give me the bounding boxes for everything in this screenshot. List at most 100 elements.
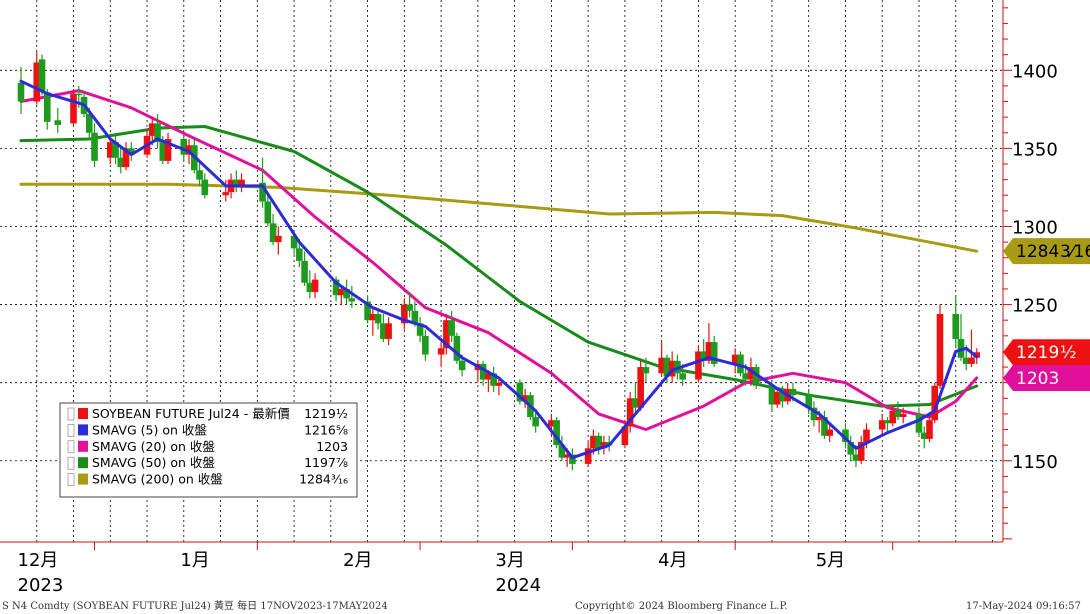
candle-body — [112, 142, 119, 158]
candle-2024-05-01 — [889, 404, 897, 427]
candle-body — [773, 392, 781, 405]
candle-body — [878, 420, 886, 430]
candle-2024-01-11 — [306, 270, 314, 299]
legend-swatch — [78, 473, 88, 485]
candle-2024-04-08 — [768, 382, 776, 411]
price-tag-value: 1203 — [1016, 369, 1059, 389]
candle-body — [406, 304, 413, 311]
legend-label: SMAVG (20) on 收盤 — [92, 439, 215, 454]
candle-body — [521, 395, 529, 402]
candle-2024-05-09 — [931, 382, 939, 424]
candle-body — [826, 429, 834, 436]
footer: S N4 Comdty (SOYBEAN FUTURE Jul24) 黃豆 每日… — [2, 599, 1081, 612]
ma20-line-group — [19, 89, 979, 431]
candle-body — [852, 454, 860, 461]
candle-body — [38, 59, 46, 93]
price-tag-fraction: ½ — [1060, 343, 1076, 363]
candle-2024-04-02 — [737, 351, 744, 377]
candle-body — [915, 413, 923, 433]
candle-body — [553, 420, 560, 446]
candle-body — [889, 410, 897, 424]
legend-swatch — [78, 440, 88, 452]
candle-body — [863, 429, 870, 443]
footer-left-text: S N4 Comdty (SOYBEAN FUTURE Jul24) 黃豆 每日… — [2, 599, 388, 612]
candle-body — [422, 335, 429, 355]
candle-body — [962, 357, 970, 364]
candle-2023-12-22 — [201, 173, 209, 199]
candle-body — [563, 454, 571, 458]
legend-value: 1197⅞ — [304, 455, 348, 470]
candle-body — [737, 354, 744, 374]
candle-body — [154, 123, 161, 143]
candle-2024-02-28 — [558, 435, 566, 461]
candle-body — [805, 395, 813, 408]
price-tag-background — [1003, 364, 1090, 391]
candle-body — [159, 142, 167, 161]
x-month-label-1: 1月 — [180, 550, 209, 571]
candle-body — [269, 223, 277, 243]
candle-2024-02-20 — [516, 379, 524, 405]
candle-2024-01-25 — [380, 313, 387, 343]
candle-2024-02-13 — [479, 360, 487, 386]
candle-body — [485, 373, 492, 380]
candle-2023-11-20 — [33, 51, 41, 105]
sma200-line — [19, 182, 979, 253]
candle-body — [369, 313, 377, 321]
candle-2024-04-10 — [779, 385, 786, 408]
legend-item-0: SOYBEAN FUTURE Jul24 - 最新價 1219½ — [67, 406, 348, 421]
candle-body — [364, 301, 371, 321]
candle-2024-03-18 — [658, 342, 665, 377]
legend-label: SMAVG (50) on 收盤 — [92, 455, 215, 470]
candle-2024-05-03 — [899, 407, 907, 424]
candle-2024-03-26 — [700, 338, 707, 368]
candle-2024-04-30 — [884, 417, 891, 433]
candle-2023-12-06 — [117, 148, 125, 174]
candle-2024-04-29 — [878, 413, 886, 436]
candle-2024-02-01 — [416, 317, 424, 343]
candle-body — [642, 367, 650, 374]
price-tag-background — [1003, 339, 1090, 366]
candle-body — [894, 410, 902, 418]
candle-body — [810, 407, 818, 421]
candle-body — [847, 442, 855, 455]
candle-2023-12-29 — [238, 173, 245, 193]
candle-body — [75, 93, 83, 96]
candle-body — [106, 142, 114, 158]
sma5-line — [19, 79, 979, 460]
candle-body — [401, 304, 408, 324]
y-axis-tick-labels: 115012001250130013501400 — [1012, 61, 1058, 472]
candle-body — [275, 235, 282, 243]
footer-copyright: Copyright© 2024 Bloomberg Finance L.P. — [575, 601, 788, 612]
candle-2024-03-12 — [626, 392, 634, 433]
candle-body — [595, 435, 602, 449]
candle-2024-03-15 — [642, 357, 650, 383]
legend-checkbox — [67, 407, 75, 421]
candle-2024-02-02 — [422, 329, 429, 361]
candle-body — [789, 388, 797, 396]
candle-body — [196, 170, 203, 180]
candle-2024-04-15 — [805, 388, 813, 414]
candle-2024-03-14 — [637, 360, 644, 411]
candle-body — [411, 310, 419, 324]
candle-body — [233, 179, 240, 186]
candle-body — [385, 323, 392, 339]
legend-item-1: SMAVG (5) on 收盤 1216⅝ — [67, 422, 348, 437]
candle-2024-04-23 — [847, 435, 855, 461]
candle-2024-01-23 — [369, 307, 377, 336]
sma20-line — [19, 89, 979, 431]
candle-2024-03-13 — [632, 382, 639, 414]
candle-body — [348, 298, 356, 302]
candle-2024-01-18 — [343, 279, 350, 305]
legend-label: SOYBEAN FUTURE Jul24 - 最新價 — [92, 406, 290, 421]
candle-2024-02-21 — [521, 388, 529, 408]
candle-2023-12-26 — [222, 179, 230, 202]
candle-body — [815, 417, 823, 421]
candle-2023-12-08 — [127, 142, 135, 161]
candle-2024-04-01 — [731, 348, 739, 374]
candle-2024-03-20 — [668, 351, 676, 383]
legend-swatch — [78, 408, 88, 419]
candle-2024-01-17 — [338, 285, 345, 305]
legend-swatch — [78, 424, 88, 436]
candle-body — [374, 313, 382, 324]
candle-body — [731, 354, 739, 364]
